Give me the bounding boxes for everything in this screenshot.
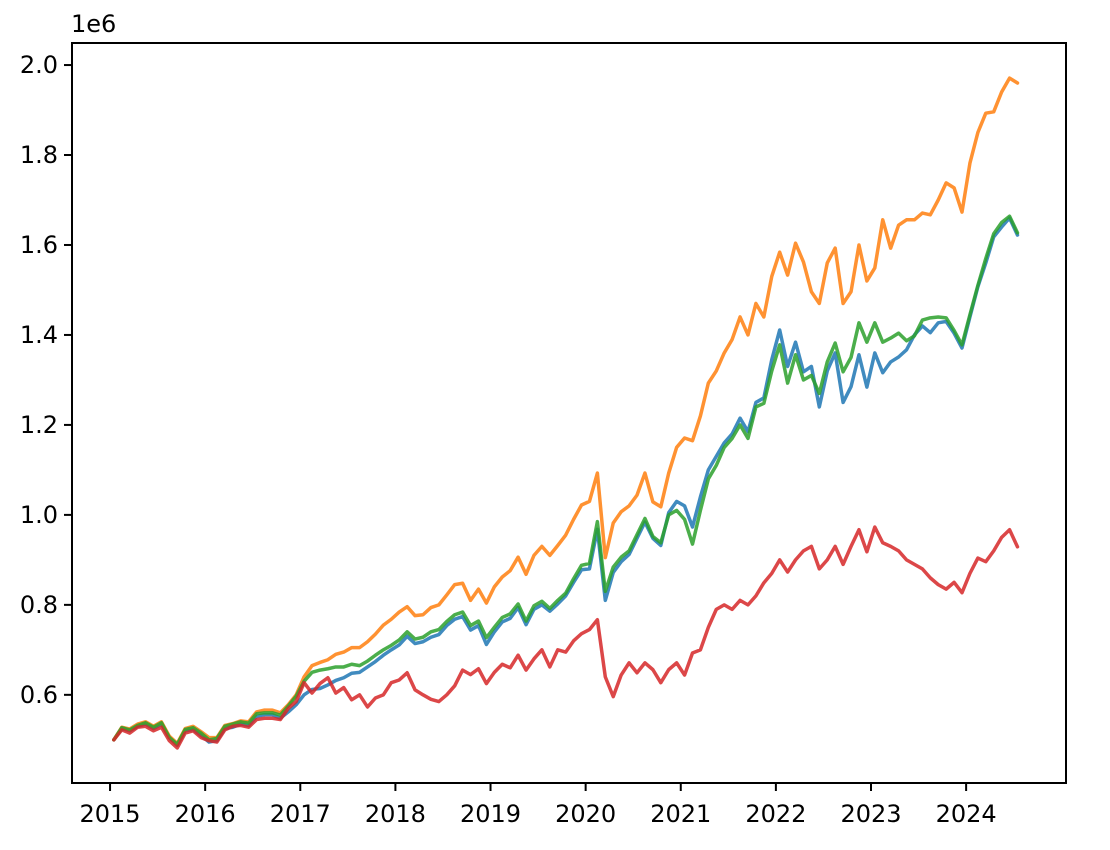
x-tick-label: 2019 [460,800,521,828]
x-tick-label: 2021 [650,800,711,828]
x-tick-label: 2023 [840,800,901,828]
y-tick-label: 1.0 [20,501,58,529]
y-axis-offset-label: 1e6 [71,10,117,38]
series-line-green [112,214,1020,747]
y-tick-label: 1.4 [20,321,58,349]
y-tick-label: 0.6 [20,681,58,709]
x-tick-label: 2024 [936,800,997,828]
x-tick-label: 2022 [745,800,806,828]
plot-border [71,42,1067,784]
y-tick-label: 1.8 [20,141,58,169]
x-tick-label: 2017 [270,800,331,828]
y-tick-label: 0.8 [20,591,58,619]
x-tick-label: 2015 [80,800,141,828]
x-tick-label: 2020 [555,800,616,828]
series-line-blue [112,216,1020,747]
y-tick-label: 2.0 [20,51,58,79]
series-line-orange [112,76,1020,746]
y-tick-label: 1.6 [20,231,58,259]
x-tick-label: 2018 [365,800,426,828]
series-line-red [112,525,1020,750]
y-tick-label: 1.2 [20,411,58,439]
x-tick-label: 2016 [175,800,236,828]
